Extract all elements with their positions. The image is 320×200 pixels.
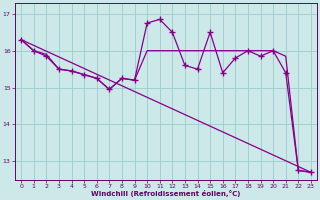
X-axis label: Windchill (Refroidissement éolien,°C): Windchill (Refroidissement éolien,°C) bbox=[91, 190, 241, 197]
